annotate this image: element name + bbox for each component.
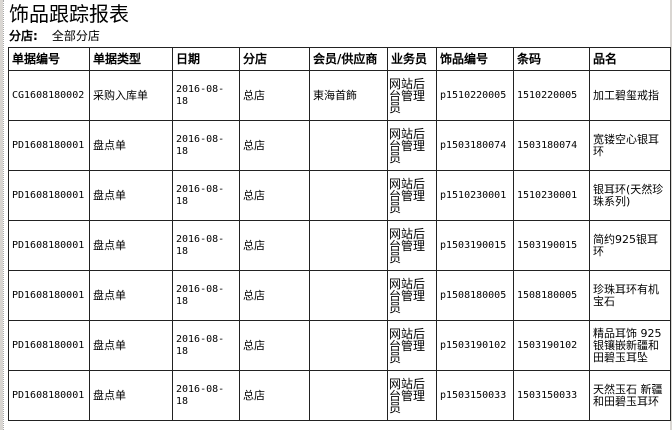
cell-doc-type: 盘点单 bbox=[89, 320, 173, 371]
cell-salesperson: 网站后台管理员 bbox=[387, 120, 437, 171]
cell-member-supplier bbox=[309, 270, 388, 321]
cell-member-supplier bbox=[309, 320, 388, 371]
branch-value: 全部分店 bbox=[51, 29, 100, 43]
cell-date: 2016-08-18 bbox=[172, 170, 240, 221]
column-header-item-name: 品名 bbox=[589, 47, 671, 71]
branch-label: 分店: bbox=[9, 29, 38, 43]
cell-doc-no: PD1608180001 bbox=[8, 370, 90, 421]
table-row: PD1608180001 盘点单 2016-08-18 总店 网站后台管理员 p15031… bbox=[8, 320, 671, 371]
cell-branch: 总店 bbox=[239, 320, 310, 371]
cell-barcode: 1510220005 bbox=[513, 70, 590, 121]
column-header-doc-type: 单据类型 bbox=[89, 47, 173, 71]
cell-item-name: 精品耳饰 925银镶嵌新疆和田碧玉耳坠 bbox=[589, 320, 671, 371]
cell-doc-type: 盘点单 bbox=[89, 270, 173, 321]
cell-doc-no: PD1608180001 bbox=[8, 170, 90, 221]
cell-member-supplier bbox=[309, 220, 388, 271]
cell-item-no: p1510230001 bbox=[436, 170, 514, 221]
branch-filter: 分店: 全部分店 bbox=[9, 28, 100, 44]
cell-barcode: 1503190102 bbox=[513, 320, 590, 371]
cell-item-no: p1510220005 bbox=[436, 70, 514, 121]
column-header-barcode: 条码 bbox=[513, 47, 590, 71]
report-table: 单据编号 单据类型 日期 分店 会员/供应商 业务员 饰品编号 条码 品名 CG16081800… bbox=[8, 47, 671, 421]
cell-branch: 总店 bbox=[239, 70, 310, 121]
cell-date: 2016-08-18 bbox=[172, 270, 240, 321]
cell-date: 2016-08-18 bbox=[172, 370, 240, 421]
cell-doc-type: 采购入库单 bbox=[89, 70, 173, 121]
cell-branch: 总店 bbox=[239, 220, 310, 271]
cell-barcode: 1510230001 bbox=[513, 170, 590, 221]
cell-salesperson: 网站后台管理员 bbox=[387, 270, 437, 321]
column-header-branch: 分店 bbox=[239, 47, 310, 71]
cell-doc-no: PD1608180001 bbox=[8, 320, 90, 371]
cell-item-no: p1503190102 bbox=[436, 320, 514, 371]
cell-item-no: p1508180005 bbox=[436, 270, 514, 321]
cell-item-name: 简约925银耳环 bbox=[589, 220, 671, 271]
cell-member-supplier bbox=[309, 370, 388, 421]
cell-branch: 总店 bbox=[239, 170, 310, 221]
table-row: PD1608180001 盘点单 2016-08-18 总店 网站后台管理员 p15031… bbox=[8, 370, 671, 421]
cell-salesperson: 网站后台管理员 bbox=[387, 70, 437, 121]
column-header-item-no: 饰品编号 bbox=[436, 47, 514, 71]
cell-item-no: p1503150033 bbox=[436, 370, 514, 421]
cell-salesperson: 网站后台管理员 bbox=[387, 170, 437, 221]
cell-branch: 总店 bbox=[239, 120, 310, 171]
cell-salesperson: 网站后台管理员 bbox=[387, 220, 437, 271]
page-title: 饰品跟踪报表 bbox=[9, 2, 129, 26]
cell-doc-no: PD1608180001 bbox=[8, 120, 90, 171]
cell-item-no: p1503180074 bbox=[436, 120, 514, 171]
cell-item-name: 珍珠耳环有机宝石 bbox=[589, 270, 671, 321]
cell-doc-type: 盘点单 bbox=[89, 170, 173, 221]
table-row: PD1608180001 盘点单 2016-08-18 总店 网站后台管理员 p15102… bbox=[8, 170, 671, 221]
cell-barcode: 1508180005 bbox=[513, 270, 590, 321]
cell-branch: 总店 bbox=[239, 370, 310, 421]
report-page: 饰品跟踪报表 分店: 全部分店 单据编号 单据类型 日期 分店 会员/供应商 业务员 饰品编号… bbox=[3, 0, 671, 430]
table-row: PD1608180001 盘点单 2016-08-18 总店 网站后台管理员 p15081… bbox=[8, 270, 671, 321]
cell-item-name: 天然玉石 新疆和田碧玉耳环 bbox=[589, 370, 671, 421]
cell-member-supplier: 東海首飾 bbox=[309, 70, 388, 121]
table-row: PD1608180001 盘点单 2016-08-18 总店 网站后台管理员 p15031… bbox=[8, 120, 671, 171]
cell-branch: 总店 bbox=[239, 270, 310, 321]
cell-date: 2016-08-18 bbox=[172, 120, 240, 171]
cell-item-name: 加工碧玺戒指 bbox=[589, 70, 671, 121]
cell-member-supplier bbox=[309, 120, 388, 171]
cell-doc-type: 盘点单 bbox=[89, 220, 173, 271]
column-header-doc-no: 单据编号 bbox=[8, 47, 90, 71]
cell-salesperson: 网站后台管理员 bbox=[387, 370, 437, 421]
cell-doc-no: CG1608180002 bbox=[8, 70, 90, 121]
cell-doc-no: PD1608180001 bbox=[8, 220, 90, 271]
cell-date: 2016-08-18 bbox=[172, 70, 240, 121]
column-header-member-supplier: 会员/供应商 bbox=[309, 47, 388, 71]
table-row: PD1608180001 盘点单 2016-08-18 总店 网站后台管理员 p15031… bbox=[8, 220, 671, 271]
cell-barcode: 1503190015 bbox=[513, 220, 590, 271]
cell-barcode: 1503150033 bbox=[513, 370, 590, 421]
cell-date: 2016-08-18 bbox=[172, 320, 240, 371]
table-row: CG1608180002 采购入库单 2016-08-18 总店 東海首飾 网站后台管理员… bbox=[8, 70, 671, 121]
cell-member-supplier bbox=[309, 170, 388, 221]
cell-barcode: 1503180074 bbox=[513, 120, 590, 171]
column-header-salesperson: 业务员 bbox=[387, 47, 437, 71]
cell-doc-type: 盘点单 bbox=[89, 370, 173, 421]
cell-item-name: 宽镂空心银耳环 bbox=[589, 120, 671, 171]
cell-item-no: p1503190015 bbox=[436, 220, 514, 271]
cell-salesperson: 网站后台管理员 bbox=[387, 320, 437, 371]
cell-doc-type: 盘点单 bbox=[89, 120, 173, 171]
cell-item-name: 银耳环(天然珍珠系列) bbox=[589, 170, 671, 221]
column-header-date: 日期 bbox=[172, 47, 240, 71]
cell-date: 2016-08-18 bbox=[172, 220, 240, 271]
cell-doc-no: PD1608180001 bbox=[8, 270, 90, 321]
table-header: 单据编号 单据类型 日期 分店 会员/供应商 业务员 饰品编号 条码 品名 bbox=[8, 47, 671, 71]
